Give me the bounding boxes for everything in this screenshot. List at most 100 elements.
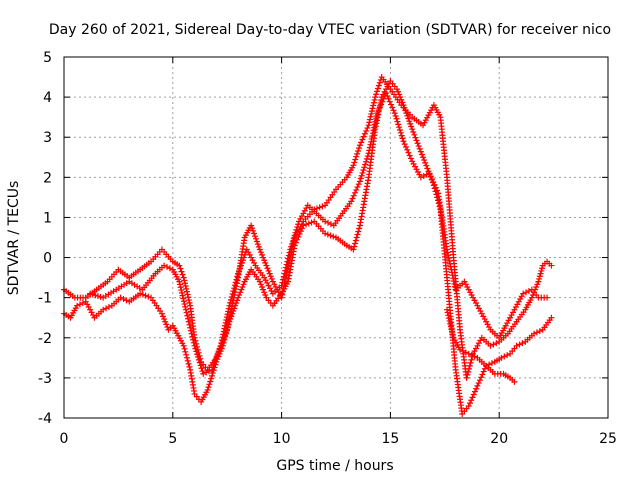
data-point-interp [412, 134, 419, 141]
data-point-interp [227, 299, 234, 306]
data-point [152, 270, 159, 277]
data-point-interp [183, 288, 190, 295]
data-point-interp [282, 267, 289, 274]
data-point [507, 374, 514, 381]
data-point-interp [324, 231, 331, 238]
data-point-interp [403, 110, 410, 117]
data-point [348, 198, 355, 205]
data-point-interp [538, 265, 545, 272]
data-point-interp [208, 372, 215, 379]
data-point-interp [423, 162, 430, 169]
data-point [248, 222, 255, 229]
data-point-interp [249, 225, 256, 232]
data-point-interp [519, 340, 526, 347]
data-point-interp [358, 139, 365, 146]
data-point-interp [350, 192, 357, 199]
data-point-interp [177, 265, 184, 272]
data-point-interp [187, 324, 194, 331]
data-point [252, 262, 259, 269]
data-point [74, 302, 81, 309]
data-point [300, 222, 307, 229]
data-point-interp [468, 397, 475, 404]
data-point-interp [396, 127, 403, 134]
data-point-interp [408, 123, 415, 130]
data-point-interp [313, 205, 320, 212]
data-point-interp [486, 361, 493, 368]
data-point-interp [190, 339, 197, 346]
data-point-interp [206, 381, 213, 388]
data-point [269, 302, 276, 309]
data-point-interp [368, 135, 375, 142]
data-point-interp [236, 267, 243, 274]
data-point-interp [431, 181, 438, 188]
data-point-interp [360, 167, 367, 174]
data-point-interp [376, 104, 383, 111]
data-point-interp [183, 354, 190, 361]
data-point-interp [212, 356, 219, 363]
data-point [169, 322, 176, 329]
data-point-interp [402, 107, 409, 114]
data-point-interp [364, 153, 371, 160]
data-point-interp [280, 273, 287, 280]
data-point-interp [237, 289, 244, 296]
data-point-interp [254, 241, 261, 248]
data-point-interp [197, 362, 204, 369]
data-point-interp [262, 291, 269, 298]
data-point-interp [388, 101, 395, 108]
data-point-interp [186, 299, 193, 306]
data-point-interp [186, 363, 193, 370]
data-point-interp [465, 368, 472, 375]
data-point-interp [178, 287, 185, 294]
data-point-interp [367, 141, 374, 148]
data-point-interp [447, 260, 454, 267]
data-point-interp [371, 124, 378, 131]
data-point-interp [238, 259, 245, 266]
data-point-interp [308, 219, 315, 226]
data-point-interp [210, 361, 217, 368]
y-tick-label: -4 [38, 411, 52, 427]
data-point-interp [233, 300, 240, 307]
data-point-interp [281, 270, 288, 277]
data-point-interp [423, 171, 430, 178]
data-point-interp [105, 304, 112, 311]
data-point-interp [445, 255, 452, 262]
data-point-interp [305, 220, 312, 227]
data-point-interp [480, 368, 487, 375]
data-point [176, 262, 183, 269]
data-point [126, 278, 133, 285]
data-point [269, 290, 276, 297]
data-point-interp [385, 95, 392, 102]
data-point-interp [469, 394, 476, 401]
data-point-interp [371, 96, 378, 103]
data-point-interp [178, 268, 185, 275]
data-point-interp [462, 349, 469, 356]
data-point-interp [185, 318, 192, 325]
data-point-interp [227, 296, 234, 303]
data-point-interp [142, 292, 149, 299]
data-point-interp [233, 276, 240, 283]
data-point-interp [351, 243, 358, 250]
data-point-interp [466, 365, 473, 372]
data-point [343, 174, 350, 181]
data-point-interp [289, 240, 296, 247]
data-point [67, 314, 74, 321]
data-point-interp [379, 98, 386, 105]
data-point-interp [259, 251, 266, 258]
data-point-interp [163, 263, 170, 270]
data-point [435, 190, 442, 197]
data-point-interp [227, 316, 234, 323]
data-point-interp [166, 265, 173, 272]
data-point-interp [490, 341, 497, 348]
data-point [322, 230, 329, 237]
data-point-interp [225, 305, 232, 312]
data-point-interp [430, 178, 437, 185]
data-point [350, 162, 357, 169]
data-point-interp [139, 291, 146, 298]
data-point-interp [399, 135, 406, 142]
data-point-interp [450, 275, 457, 282]
data-point [226, 302, 233, 309]
data-point-interp [163, 321, 170, 328]
data-point-interp [468, 352, 475, 359]
data-point-interp [123, 297, 130, 304]
